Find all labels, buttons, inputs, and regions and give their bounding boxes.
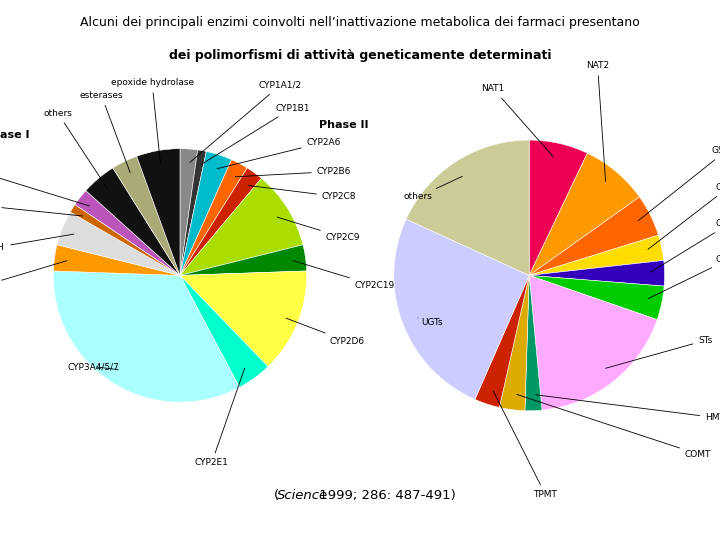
Wedge shape [53, 271, 240, 402]
Wedge shape [53, 245, 180, 275]
Wedge shape [180, 178, 303, 275]
Text: Alcuni dei principali enzimi coinvolti nell’inattivazione metabolica dei farmaci: Alcuni dei principali enzimi coinvolti n… [80, 16, 640, 29]
Text: DPD: DPD [0, 167, 89, 206]
Text: STs: STs [606, 336, 713, 368]
Text: CYP2C8: CYP2C8 [248, 186, 356, 201]
Text: CYP2D6: CYP2D6 [286, 318, 364, 346]
Text: Phase I: Phase I [0, 130, 29, 140]
Text: Phase II: Phase II [320, 120, 369, 130]
Text: 1999; 286: 487-491): 1999; 286: 487-491) [315, 489, 455, 502]
Text: NAT1: NAT1 [482, 84, 554, 157]
Text: esterases: esterases [80, 91, 130, 173]
Text: CYP1A1/2: CYP1A1/2 [190, 81, 302, 163]
Text: CYP2C19: CYP2C19 [293, 261, 395, 290]
Wedge shape [394, 219, 529, 400]
Wedge shape [525, 275, 542, 411]
Text: NQO1: NQO1 [0, 201, 83, 216]
Text: ALDH: ALDH [0, 261, 67, 290]
Wedge shape [71, 205, 180, 275]
Wedge shape [137, 148, 180, 275]
Wedge shape [529, 140, 588, 275]
Text: Science: Science [277, 489, 328, 502]
Text: ADH: ADH [0, 234, 74, 252]
Text: others: others [404, 177, 462, 201]
Wedge shape [529, 260, 665, 286]
Wedge shape [180, 245, 307, 275]
Text: CYP2B6: CYP2B6 [235, 167, 351, 177]
Text: epoxide hydrolase: epoxide hydrolase [111, 78, 194, 163]
Wedge shape [113, 156, 180, 275]
Text: COMT: COMT [517, 394, 711, 458]
Wedge shape [529, 197, 659, 275]
Text: CYP2C9: CYP2C9 [277, 217, 360, 242]
Wedge shape [475, 275, 529, 408]
Text: GST-M: GST-M [638, 146, 720, 221]
Text: UGTs: UGTs [418, 318, 443, 327]
Wedge shape [180, 168, 261, 275]
Text: HMT: HMT [536, 395, 720, 422]
Wedge shape [86, 168, 180, 275]
Wedge shape [180, 275, 268, 387]
Text: TPMT: TPMT [493, 391, 557, 499]
Text: dei polimorfismi di attività geneticamente determinati: dei polimorfismi di attività geneticamen… [168, 49, 552, 62]
Wedge shape [180, 150, 207, 275]
Text: others: others [43, 109, 107, 188]
Text: GST-A: GST-A [648, 255, 720, 299]
Wedge shape [406, 140, 529, 275]
Wedge shape [180, 160, 247, 275]
Wedge shape [57, 212, 180, 275]
Text: GST-T: GST-T [648, 183, 720, 249]
Wedge shape [180, 271, 307, 367]
Text: CYP3A4/5/7: CYP3A4/5/7 [68, 362, 120, 371]
Wedge shape [529, 275, 657, 410]
Wedge shape [180, 148, 197, 275]
Wedge shape [529, 153, 639, 275]
Text: CYP1B1: CYP1B1 [202, 104, 310, 164]
Text: NAT2: NAT2 [586, 61, 609, 181]
Text: (: ( [274, 489, 279, 502]
Wedge shape [180, 151, 232, 275]
Wedge shape [500, 275, 529, 411]
Wedge shape [529, 235, 664, 275]
Wedge shape [529, 275, 664, 320]
Text: GST-P: GST-P [651, 219, 720, 272]
Text: CYP2E1: CYP2E1 [194, 368, 245, 468]
Text: CYP2A6: CYP2A6 [217, 138, 341, 168]
Wedge shape [75, 191, 180, 275]
